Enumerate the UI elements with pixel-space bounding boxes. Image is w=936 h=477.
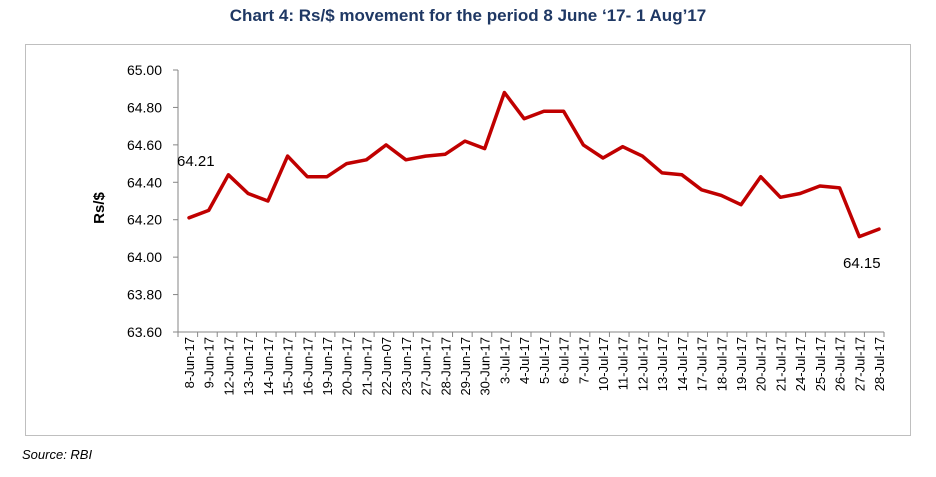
x-tick-label: 14-Jul-17 xyxy=(675,337,690,391)
x-tick-label: 21-Jun-17 xyxy=(359,337,374,396)
x-tick-label: 24-Jul-17 xyxy=(793,337,808,391)
y-tick-label: 63.60 xyxy=(127,324,162,340)
y-tick-label: 64.40 xyxy=(127,174,162,190)
x-tick-label: 16-Jun-17 xyxy=(300,337,315,396)
x-tick-label: 4-Jul-17 xyxy=(517,337,532,384)
y-tick-label: 64.20 xyxy=(127,212,162,228)
x-tick-label: 11-Jul-17 xyxy=(616,337,631,390)
x-tick-label: 14-Jun-17 xyxy=(261,337,276,396)
source-note: Source: RBI xyxy=(22,447,93,462)
y-axis: 65.00 64.80 64.60 64.40 64.20 64.00 63.80 63.60 xyxy=(127,62,179,340)
data-label: 64.15 xyxy=(843,255,881,272)
x-tick-label: 28-Jun-17 xyxy=(438,337,453,396)
x-tick-label: 21-Jul-17 xyxy=(773,337,788,391)
x-tick-label: 17-Jul-17 xyxy=(695,337,710,391)
x-tick-label: 13-Jun-17 xyxy=(241,337,256,396)
x-tick-label: 19-Jul-17 xyxy=(734,337,749,391)
series-rs-usd xyxy=(187,90,881,239)
x-tick-label: 25-Jul-17 xyxy=(813,337,828,391)
chart-title: Chart 4: Rs/$ movement for the period 8 … xyxy=(229,6,707,25)
x-tick-label: 12-Jun-17 xyxy=(221,337,236,396)
chart-frame xyxy=(25,44,911,436)
x-tick-label: 13-Jul-17 xyxy=(655,337,670,391)
y-tick-label: 64.80 xyxy=(127,99,162,115)
x-tick-label: 20-Jul-17 xyxy=(754,337,769,391)
x-tick-label: 6-Jul-17 xyxy=(557,337,572,384)
x-tick-label: 22-Jun-07 xyxy=(379,337,394,396)
x-tick-label: 27-Jul-17 xyxy=(852,337,867,391)
series-line xyxy=(187,90,881,239)
x-tick-label: 19-Jun-17 xyxy=(320,337,335,396)
y-tick-label: 65.00 xyxy=(127,62,162,78)
x-tick-label: 23-Jun-17 xyxy=(399,337,414,396)
x-tick-label: 30-Jun-17 xyxy=(478,337,493,396)
x-tick-label: 8-Jun-17 xyxy=(182,337,197,388)
x-tick-label: 28-Jul-17 xyxy=(872,337,887,391)
data-label: 64.21 xyxy=(177,153,215,170)
x-tick-label: 18-Jul-17 xyxy=(714,337,729,391)
y-tick-label: 63.80 xyxy=(127,287,162,303)
x-tick-label: 5-Jul-17 xyxy=(537,337,552,384)
data-labels: 64.21 64.15 xyxy=(177,153,881,272)
x-tick-label: 26-Jul-17 xyxy=(833,337,848,391)
y-axis-label: Rs/$ xyxy=(91,192,108,224)
x-axis: 8-Jun-17 9-Jun-17 12-Jun-17 13-Jun-17 14-Jun… xyxy=(177,331,887,396)
x-tick-label: 10-Jul-17 xyxy=(596,337,611,391)
x-tick-label: 7-Jul-17 xyxy=(576,337,591,384)
x-tick-label: 29-Jun-17 xyxy=(458,337,473,396)
x-tick-label: 20-Jun-17 xyxy=(340,337,355,396)
y-tick-label: 64.60 xyxy=(127,137,162,153)
y-tick-label: 64.00 xyxy=(127,249,162,265)
x-tick-label: 3-Jul-17 xyxy=(497,337,512,384)
x-tick-label: 12-Jul-17 xyxy=(635,337,650,391)
x-tick-label: 9-Jun-17 xyxy=(202,337,217,388)
x-tick-label: 15-Jun-17 xyxy=(281,337,296,396)
x-tick-label: 27-Jun-17 xyxy=(419,337,434,396)
